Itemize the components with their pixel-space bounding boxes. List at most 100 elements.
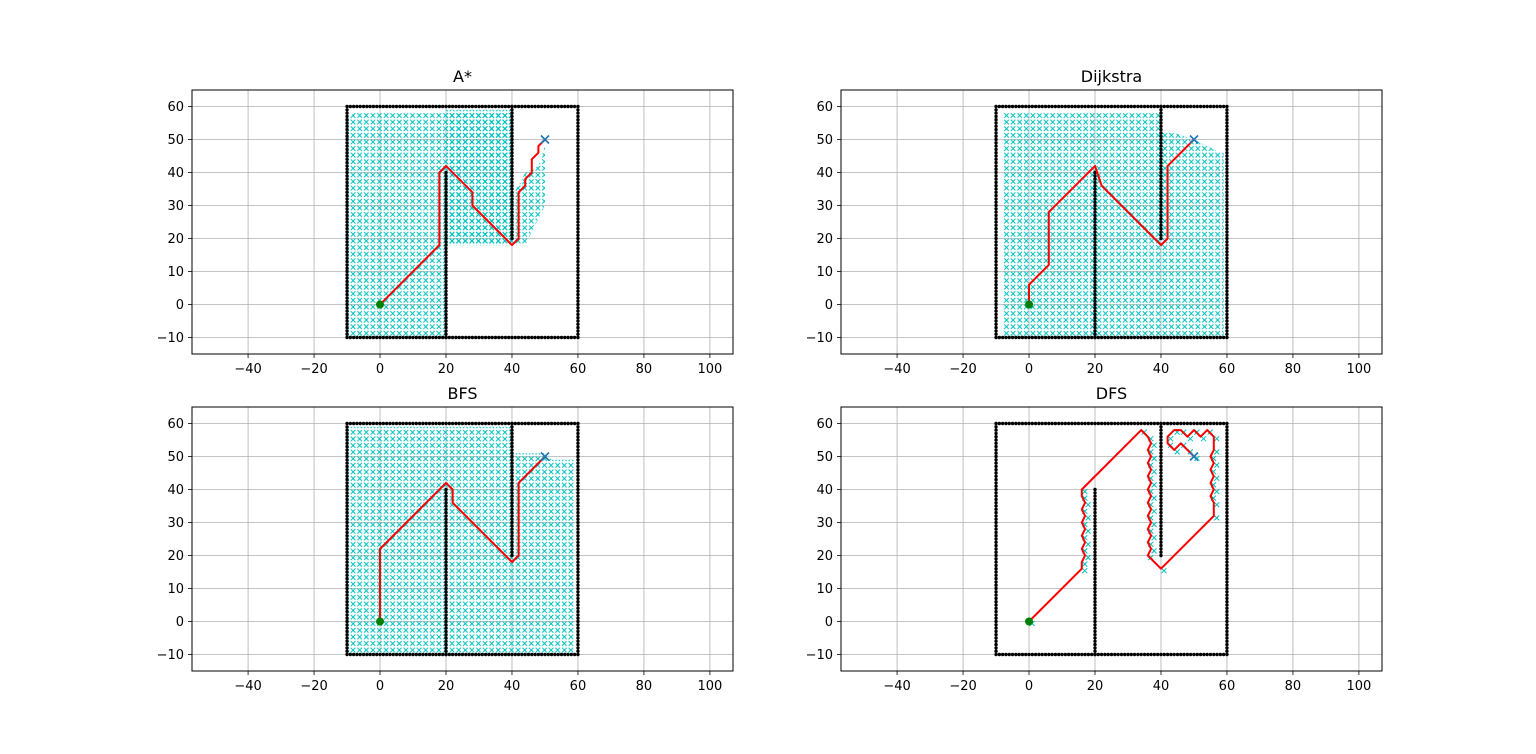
- obstacle-point: [576, 451, 580, 455]
- obstacle-point: [444, 259, 448, 264]
- obstacle-point: [1063, 421, 1068, 426]
- axes-frame: [840, 89, 1383, 355]
- obstacle-point: [533, 335, 537, 340]
- obstacle-point: [1066, 421, 1071, 426]
- obstacle-point: [563, 652, 567, 657]
- obstacle-point: [576, 633, 580, 637]
- obstacle-point: [523, 652, 527, 657]
- obstacle-point: [444, 325, 448, 330]
- obstacle-point: [1146, 421, 1150, 426]
- obstacle-point: [1159, 226, 1163, 231]
- obstacle-point: [994, 111, 998, 115]
- obstacle-point: [994, 520, 998, 525]
- obstacle-point: [510, 481, 514, 485]
- obstacle-point: [1093, 246, 1097, 251]
- obstacle-point: [1093, 316, 1097, 320]
- obstacle-point: [556, 104, 560, 109]
- obstacle-point: [1159, 438, 1163, 442]
- obstacle-point: [1159, 471, 1163, 475]
- obstacle-point: [1159, 193, 1163, 198]
- obstacle-point: [543, 335, 547, 340]
- obstacle-point: [510, 177, 514, 181]
- obstacle-point: [1093, 243, 1097, 247]
- obstacle-point: [345, 292, 349, 297]
- obstacle-point: [576, 266, 580, 270]
- obstacle-point: [533, 421, 537, 426]
- obstacle-point: [994, 636, 998, 640]
- obstacle-point: [1225, 468, 1229, 472]
- obstacle-point: [997, 335, 1002, 340]
- obstacle-point: [1225, 550, 1229, 554]
- obstacle-point: [994, 114, 998, 119]
- obstacle-point: [994, 213, 998, 218]
- explored-region: [347, 426, 512, 655]
- y-tick-label: 50: [816, 133, 833, 148]
- obstacle-point: [345, 203, 349, 208]
- obstacle-point: [1030, 421, 1035, 426]
- obstacle-point: [444, 629, 448, 634]
- x-tick-label: 80: [1285, 679, 1302, 694]
- obstacle-point: [576, 226, 580, 231]
- y-tick-label: −10: [806, 648, 833, 663]
- obstacle-point: [444, 527, 448, 531]
- obstacle-point: [1188, 335, 1193, 340]
- obstacle-point: [576, 230, 580, 234]
- obstacle-point: [414, 421, 419, 426]
- obstacle-point: [345, 474, 349, 478]
- explored-region: [446, 109, 512, 246]
- obstacle-point: [1225, 147, 1229, 152]
- x-tick-label: 0: [376, 679, 384, 694]
- obstacle-point: [572, 652, 577, 657]
- obstacle-point: [576, 134, 580, 138]
- obstacle-point: [444, 520, 448, 525]
- obstacle-point: [1096, 421, 1101, 426]
- obstacle-point: [569, 335, 574, 340]
- obstacle-point: [1225, 302, 1229, 307]
- obstacle-point: [576, 141, 580, 145]
- obstacle-point: [1225, 108, 1229, 112]
- obstacle-point: [454, 104, 458, 109]
- obstacle-point: [477, 652, 481, 657]
- obstacle-point: [444, 193, 448, 198]
- obstacle-point: [345, 451, 349, 455]
- obstacle-point: [345, 629, 349, 634]
- obstacle-point: [1040, 104, 1044, 109]
- obstacle-point: [1192, 104, 1196, 109]
- obstacle-point: [1159, 458, 1163, 462]
- obstacle-point: [444, 253, 448, 257]
- obstacle-point: [576, 184, 580, 188]
- obstacle-point: [1188, 652, 1193, 657]
- obstacle-point: [510, 494, 514, 498]
- obstacle-point: [1129, 335, 1133, 340]
- obstacle-point: [1159, 167, 1163, 171]
- obstacle-point: [576, 636, 580, 640]
- obstacle-point: [576, 540, 580, 544]
- obstacle-point: [1165, 335, 1170, 340]
- obstacle-point: [576, 431, 580, 436]
- obstacle-point: [1198, 652, 1203, 657]
- obstacle-point: [345, 649, 349, 653]
- obstacle-point: [1162, 335, 1166, 340]
- obstacle-point: [1172, 421, 1176, 426]
- obstacle-point: [994, 319, 998, 323]
- obstacle-point: [1225, 332, 1229, 336]
- obstacle-point: [513, 104, 517, 109]
- obstacle-point: [1093, 286, 1097, 290]
- obstacle-point: [1083, 104, 1087, 109]
- obstacle-point: [1195, 335, 1199, 340]
- obstacle-point: [444, 279, 448, 284]
- obstacle-point: [1099, 104, 1104, 109]
- obstacle-point: [398, 104, 402, 109]
- obstacle-point: [345, 329, 349, 333]
- obstacle-point: [348, 104, 353, 109]
- obstacle-point: [994, 444, 998, 449]
- obstacle-point: [576, 154, 580, 158]
- obstacle-point: [1060, 335, 1064, 340]
- obstacle-point: [1122, 335, 1127, 340]
- obstacle-point: [345, 553, 349, 558]
- obstacle-point: [503, 104, 508, 109]
- obstacle-point: [345, 144, 349, 148]
- obstacle-point: [1208, 652, 1213, 657]
- obstacle-point: [1093, 200, 1097, 204]
- obstacle-point: [414, 652, 419, 657]
